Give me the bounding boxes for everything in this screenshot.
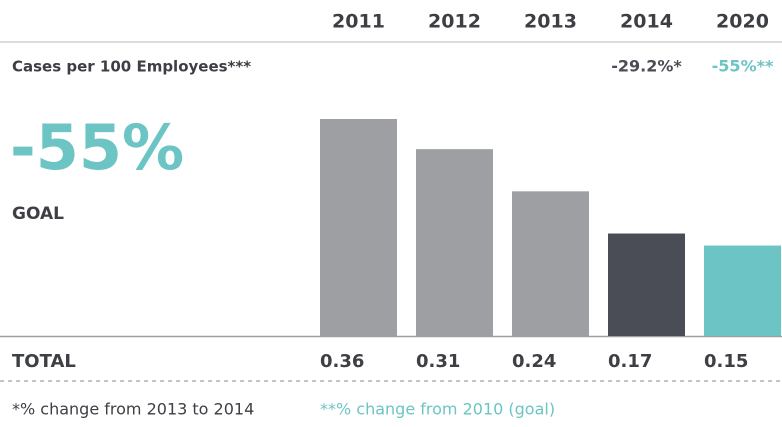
bar: [512, 191, 589, 336]
x-tick-label: 2011: [332, 11, 385, 33]
change-label: -55%**: [712, 57, 774, 76]
bar: [704, 245, 781, 336]
change-label: -29.2%*: [611, 57, 682, 76]
bar: [608, 233, 685, 336]
value-label: 0.31: [416, 351, 460, 372]
total-label: TOTAL: [12, 351, 76, 372]
x-tick-label: 2020: [716, 11, 769, 33]
value-label: 0.36: [320, 351, 364, 372]
footnote: *% change from 2013 to 2014: [12, 400, 254, 419]
goal-value: -55%: [10, 111, 184, 184]
bar: [416, 149, 493, 336]
value-label: 0.15: [704, 351, 748, 372]
value-label: 0.24: [512, 351, 556, 372]
goal-label: GOAL: [12, 204, 64, 224]
x-tick-label: 2012: [428, 11, 481, 33]
footnote: **% change from 2010 (goal): [320, 400, 555, 419]
bar: [320, 119, 397, 336]
x-tick-label: 2013: [524, 11, 577, 33]
x-tick-label: 2014: [620, 11, 673, 33]
row-label: Cases per 100 Employees***: [12, 58, 251, 76]
value-label: 0.17: [608, 351, 652, 372]
